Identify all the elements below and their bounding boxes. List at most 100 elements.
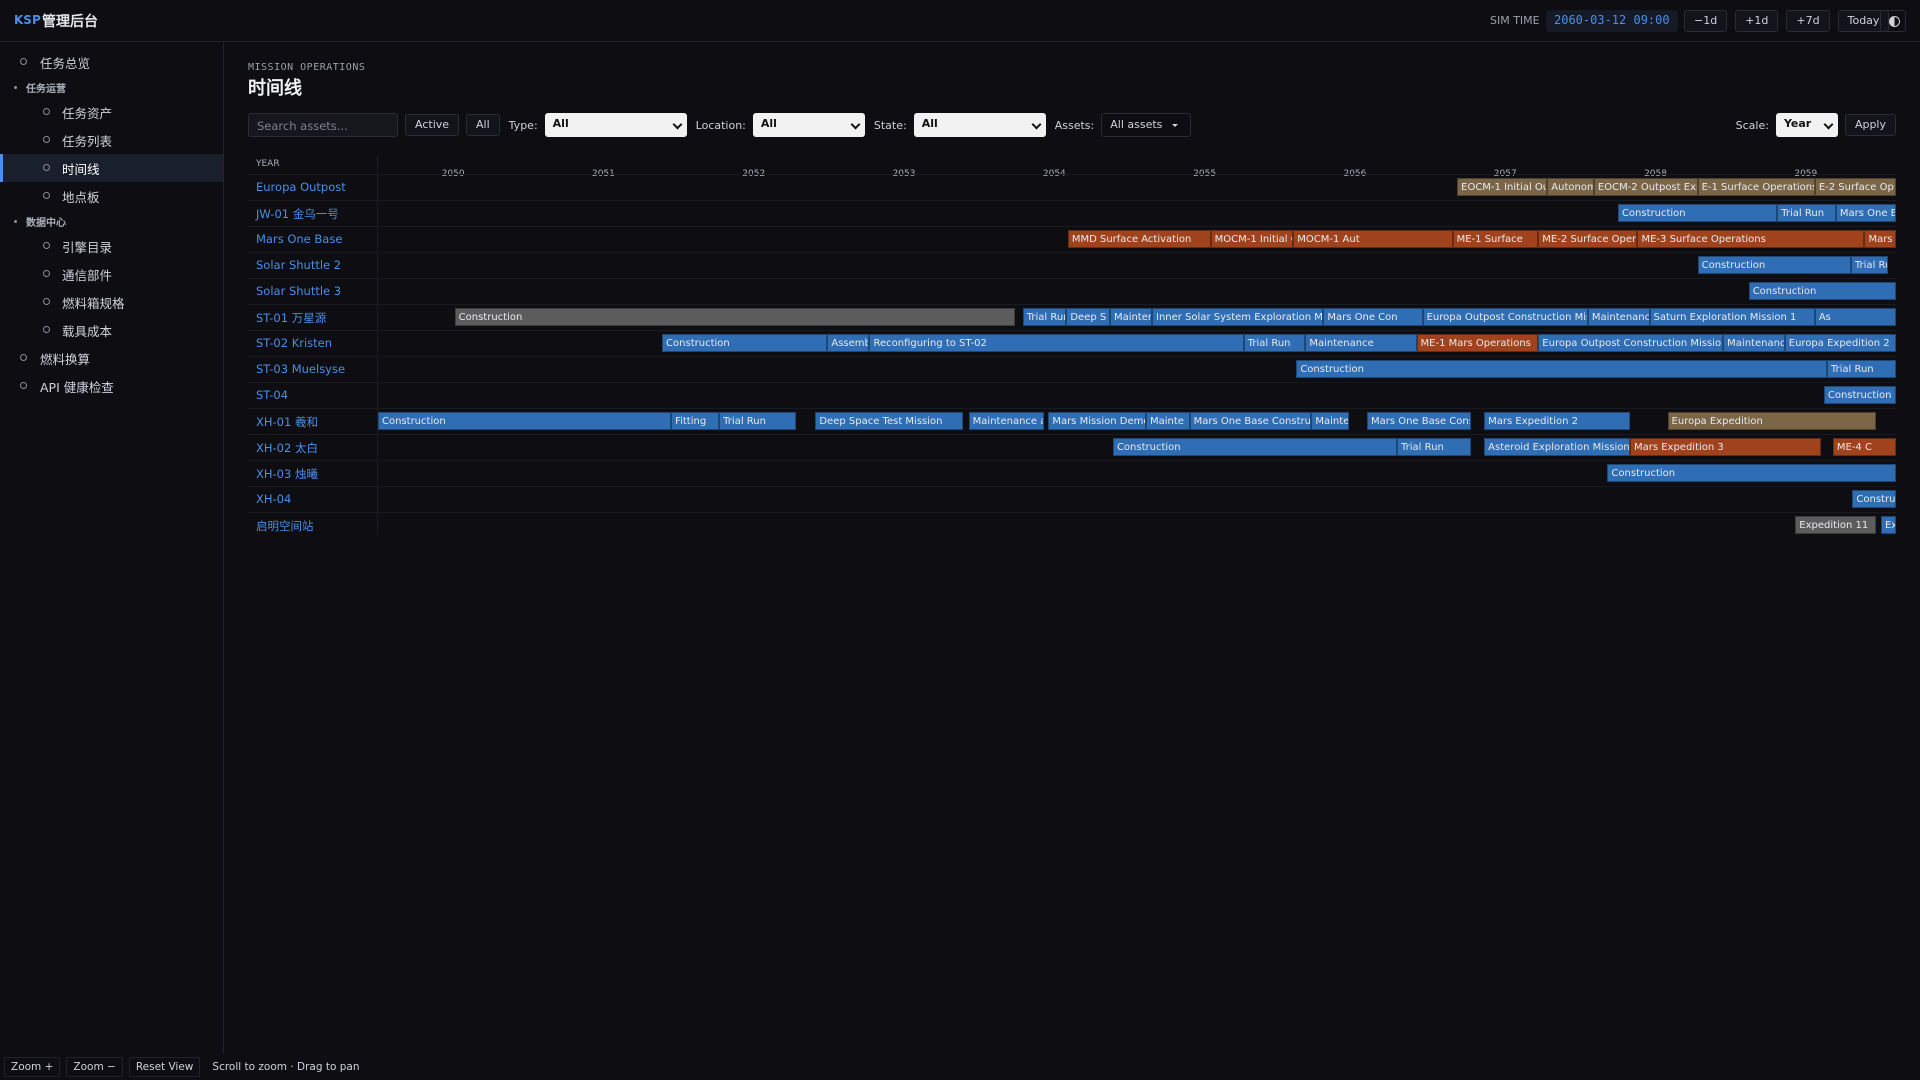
zoom-button[interactable]: Zoom +	[4, 1057, 61, 1077]
nav-item[interactable]: 任务总览	[0, 48, 223, 76]
search-input[interactable]: Search assets...	[248, 113, 398, 137]
timeline-bar[interactable]: Fitting	[671, 412, 720, 430]
nav-item[interactable]: 任务资产	[0, 98, 223, 126]
timeline-bar[interactable]: Trial Run	[1826, 360, 1896, 378]
type-select[interactable]: All	[544, 113, 687, 137]
timeline-bar[interactable]: Mars One Con	[1323, 308, 1423, 326]
timeline-bar[interactable]: Construction	[1112, 438, 1397, 456]
timeline-bar[interactable]: Construction	[1617, 204, 1778, 222]
timeline-bar[interactable]: MMD Surface Activation	[1067, 230, 1211, 248]
timeline-bar[interactable]: Mainter	[1311, 412, 1349, 430]
timeline-bar[interactable]: EOCM-1 Initial Out	[1457, 178, 1548, 196]
nav-item[interactable]: 地点板	[0, 182, 223, 210]
timeline-bar[interactable]: Mars One Exp	[1835, 204, 1896, 222]
nav-item[interactable]: 燃料箱规格	[0, 288, 223, 316]
timeline-bar[interactable]: Saturn Exploration Mission 1	[1649, 308, 1815, 326]
timeline-bar[interactable]: As	[1814, 308, 1896, 326]
timeline-bar[interactable]: Assemb	[827, 334, 870, 352]
timeline-bar[interactable]: ME-1 Mars Operations	[1416, 334, 1539, 352]
timeline-bar[interactable]: Europa Outpost Construction Mission	[1538, 334, 1724, 352]
timeline-bar[interactable]: Asteroid Exploration Mission	[1484, 438, 1630, 456]
asset-name[interactable]: XH-01 羲和	[256, 415, 318, 429]
time-button[interactable]: −1d	[1684, 10, 1728, 32]
asset-name[interactable]: Europa Outpost	[256, 180, 346, 194]
asset-name[interactable]: JW-01 金乌一号	[256, 207, 339, 221]
timeline-bar[interactable]: Trial Run	[719, 412, 796, 430]
timeline-bar[interactable]: Mars One Base Constr	[1366, 412, 1471, 430]
timeline-bar[interactable]: Trial Run	[1243, 334, 1306, 352]
asset-name[interactable]: Solar Shuttle 3	[256, 284, 342, 298]
assets-dropdown[interactable]: All assets	[1101, 113, 1192, 137]
nav-item[interactable]: 时间线	[0, 154, 223, 182]
nav-item[interactable]: 引擎目录	[0, 232, 223, 260]
location-select[interactable]: All	[752, 113, 865, 137]
timeline-bar[interactable]: Trial Run	[1397, 438, 1471, 456]
zoom-button[interactable]: Reset View	[128, 1057, 201, 1077]
nav-item[interactable]: 载具成本	[0, 316, 223, 344]
timeline-bar[interactable]: Mainte	[1146, 412, 1190, 430]
theme-toggle[interactable]	[1880, 10, 1906, 32]
timeline-bar[interactable]: Construction	[454, 308, 1016, 326]
timeline-bar[interactable]: Autonomous	[1547, 178, 1594, 196]
time-button[interactable]: +1d	[1735, 10, 1779, 32]
asset-name[interactable]: XH-03 烛曦	[256, 467, 318, 481]
timeline-bar[interactable]: Mars One Base Constructi	[1189, 412, 1312, 430]
timeline-bar[interactable]: Europa Expedition	[1667, 412, 1877, 430]
nav-group[interactable]: 数据中心	[0, 210, 223, 232]
timeline-bar[interactable]: Mars	[1864, 230, 1896, 248]
timeline-bar[interactable]: EOCM-2 Outpost Exp	[1593, 178, 1698, 196]
timeline-bar[interactable]: Expedition 11	[1795, 516, 1877, 534]
nav-item[interactable]: 任务列表	[0, 126, 223, 154]
timeline-bar[interactable]: MOCM-1 Aut	[1293, 230, 1453, 248]
timeline-bar[interactable]: MOCM-1 Initial C	[1210, 230, 1294, 248]
sim-time[interactable]: 2060-03-12 09:00	[1546, 10, 1678, 32]
timeline-bar[interactable]: Mars Mission Demo	[1048, 412, 1146, 430]
timeline-bar[interactable]: Construction	[1607, 464, 1896, 482]
time-button[interactable]: Today	[1837, 10, 1890, 32]
toggle-button[interactable]: Active	[405, 114, 460, 136]
timeline-bar[interactable]: Maintenance	[1587, 308, 1650, 326]
timeline-bar[interactable]: Mainten	[1109, 308, 1153, 326]
nav-item[interactable]: API 健康检查	[0, 372, 223, 400]
state-select[interactable]: All	[913, 113, 1046, 137]
timeline-bar[interactable]: Mars Expedition 2	[1484, 412, 1630, 430]
asset-name[interactable]: ST-03 Muelsyse	[256, 362, 346, 376]
nav-item[interactable]: 通信部件	[0, 260, 223, 288]
asset-name[interactable]: XH-04	[256, 492, 292, 506]
asset-name[interactable]: ST-02 Kristen	[256, 336, 333, 350]
timeline-bar[interactable]: E-2 Surface Op	[1814, 178, 1896, 196]
timeline-bar[interactable]: Construction	[1852, 490, 1896, 508]
timeline-bar[interactable]: Maintenance	[1723, 334, 1785, 352]
timeline-bar[interactable]: Construction	[1697, 256, 1851, 274]
timeline-bar[interactable]: E-1 Surface Operations	[1697, 178, 1815, 196]
nav-item[interactable]: 燃料换算	[0, 344, 223, 372]
asset-name[interactable]: Solar Shuttle 2	[256, 258, 342, 272]
timeline-bar[interactable]: Maintenance an	[968, 412, 1044, 430]
timeline-bar[interactable]: ME-1 Surface	[1452, 230, 1539, 248]
timeline-bar[interactable]: Construction	[1748, 282, 1896, 300]
zoom-button[interactable]: Zoom −	[66, 1057, 123, 1077]
timeline-bar[interactable]: ME-2 Surface Operat	[1538, 230, 1638, 248]
timeline-bar[interactable]: Europa Outpost Construction Missi	[1422, 308, 1588, 326]
apply-button[interactable]: Apply	[1844, 114, 1896, 136]
asset-name[interactable]: ST-04	[256, 388, 289, 402]
timeline-bar[interactable]: Reconfiguring to ST-02	[869, 334, 1244, 352]
timeline-bar[interactable]: ME-3 Surface Operations	[1637, 230, 1865, 248]
time-button[interactable]: +7d	[1786, 10, 1830, 32]
timeline-bar[interactable]: Deep S	[1066, 308, 1110, 326]
timeline-bar[interactable]: Maintenance	[1305, 334, 1417, 352]
timeline-bar[interactable]: Europa Expedition 2	[1784, 334, 1896, 352]
timeline-bar[interactable]: Construction	[662, 334, 828, 352]
timeline-bar[interactable]: Construction	[1296, 360, 1827, 378]
toggle-button[interactable]: All	[466, 114, 500, 136]
timeline-bar[interactable]: Trial Run	[1022, 308, 1067, 326]
timeline-bar[interactable]: Exp	[1880, 516, 1896, 534]
nav-group[interactable]: 任务运营	[0, 76, 223, 98]
asset-name[interactable]: XH-02 太白	[256, 441, 318, 455]
timeline-bar[interactable]: Trial Run	[1777, 204, 1836, 222]
asset-name[interactable]: ST-01 万星源	[256, 311, 327, 325]
asset-name[interactable]: Mars One Base	[256, 232, 343, 246]
timeline-bar[interactable]: Construction	[1823, 386, 1896, 404]
timeline-bar[interactable]: Construction	[378, 412, 672, 430]
asset-name[interactable]: 启明空间站	[256, 519, 314, 533]
